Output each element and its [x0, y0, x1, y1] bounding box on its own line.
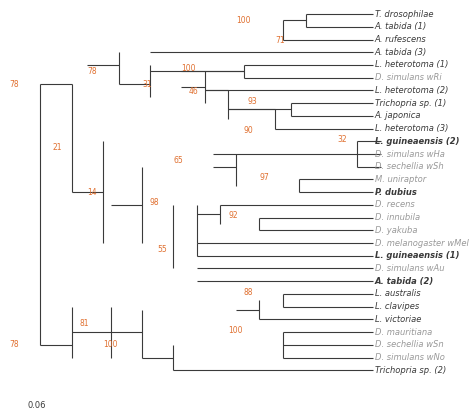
Text: 97: 97: [259, 173, 269, 182]
Text: 46: 46: [189, 87, 199, 96]
Text: 92: 92: [228, 211, 238, 220]
Text: D. yakuba: D. yakuba: [375, 226, 417, 235]
Text: 100: 100: [237, 16, 251, 25]
Text: 100: 100: [103, 340, 118, 349]
Text: Trichopria sp. (1): Trichopria sp. (1): [375, 99, 446, 108]
Text: M. uniraptor: M. uniraptor: [375, 175, 426, 184]
Text: P. dubius: P. dubius: [375, 188, 417, 197]
Text: 55: 55: [158, 245, 167, 254]
Text: Trichopria sp. (2): Trichopria sp. (2): [375, 366, 446, 375]
Text: D. sechellia wSh: D. sechellia wSh: [375, 162, 444, 171]
Text: 81: 81: [80, 319, 89, 328]
Text: 0.06: 0.06: [27, 401, 46, 408]
Text: 31: 31: [142, 80, 152, 89]
Text: 98: 98: [150, 198, 160, 208]
Text: L. clavipes: L. clavipes: [375, 302, 419, 311]
Text: 71: 71: [275, 36, 285, 45]
Text: A. tabida (3): A. tabida (3): [375, 48, 427, 57]
Text: T. drosophilae: T. drosophilae: [375, 10, 433, 19]
Text: 65: 65: [173, 156, 183, 165]
Text: 100: 100: [228, 326, 243, 335]
Text: D. simulans wAu: D. simulans wAu: [375, 264, 444, 273]
Text: D. simulans wHa: D. simulans wHa: [375, 149, 445, 159]
Text: D. sechellia wSn: D. sechellia wSn: [375, 340, 444, 349]
Text: L. victoriae: L. victoriae: [375, 315, 421, 324]
Text: 78: 78: [9, 340, 19, 349]
Text: A. tabida (1): A. tabida (1): [375, 22, 427, 31]
Text: 78: 78: [9, 80, 19, 89]
Text: 100: 100: [181, 64, 196, 73]
Text: 21: 21: [52, 143, 62, 152]
Text: L. guineaensis (2): L. guineaensis (2): [375, 137, 459, 146]
Text: D. simulans wRi: D. simulans wRi: [375, 73, 442, 82]
Text: L. australis: L. australis: [375, 289, 420, 298]
Text: 78: 78: [87, 67, 97, 76]
Text: 90: 90: [244, 126, 254, 135]
Text: L. guineaensis (1): L. guineaensis (1): [375, 251, 459, 260]
Text: A. tabida (2): A. tabida (2): [375, 277, 434, 286]
Text: L. heterotoma (1): L. heterotoma (1): [375, 60, 448, 69]
Text: 93: 93: [248, 97, 257, 106]
Text: D. simulans wNo: D. simulans wNo: [375, 353, 445, 362]
Text: L. heterotoma (2): L. heterotoma (2): [375, 86, 448, 95]
Text: L. heterotoma (3): L. heterotoma (3): [375, 124, 448, 133]
Text: D. mauritiana: D. mauritiana: [375, 328, 432, 337]
Text: D. innubila: D. innubila: [375, 213, 420, 222]
Text: D. recens: D. recens: [375, 200, 415, 209]
Text: 88: 88: [244, 288, 253, 297]
Text: 14: 14: [87, 188, 97, 197]
Text: A. rufescens: A. rufescens: [375, 35, 427, 44]
Text: A. japonica: A. japonica: [375, 111, 421, 120]
Text: D. melanogaster wMel: D. melanogaster wMel: [375, 239, 469, 248]
Text: 32: 32: [337, 135, 347, 144]
